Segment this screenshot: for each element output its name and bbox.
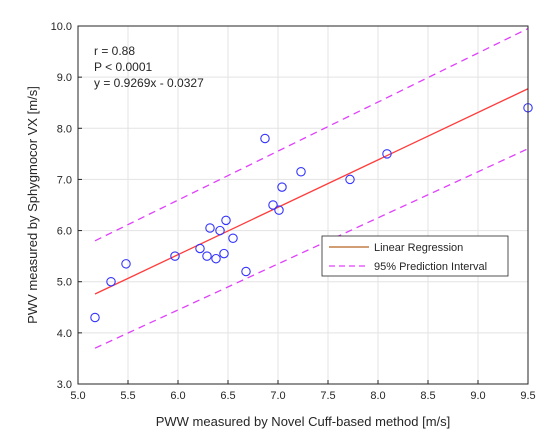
legend-label-prediction: 95% Prediction Interval — [374, 261, 487, 273]
x-tick-label: 7.5 — [320, 390, 335, 402]
y-tick-label: 9.0 — [57, 72, 72, 84]
data-point — [219, 248, 229, 259]
y-tick-label: 10.0 — [51, 21, 72, 33]
stats-annotation: r = 0.88 P < 0.0001 y = 0.9269x - 0.0327 — [94, 44, 204, 90]
x-tick-label: 8.5 — [420, 390, 435, 402]
x-tick-label: 5.5 — [120, 390, 135, 402]
y-tick-label: 4.0 — [57, 328, 72, 340]
data-point — [90, 312, 100, 323]
annotation-equation: y = 0.9269x - 0.0327 — [94, 76, 204, 90]
data-point — [121, 259, 131, 269]
x-tick-label: 6.0 — [170, 390, 185, 402]
data-point — [296, 167, 306, 177]
data-point — [215, 225, 225, 236]
data-point — [211, 253, 221, 264]
data-point — [268, 200, 278, 210]
x-tick-label: 8.0 — [370, 390, 385, 402]
data-point — [205, 223, 215, 233]
legend-box — [321, 235, 509, 277]
data-point — [195, 243, 205, 254]
annotation-p: P < 0.0001 — [94, 60, 152, 74]
data-point — [106, 276, 116, 287]
legend-label-regression: Linear Regression — [374, 242, 463, 254]
annotation-r: r = 0.88 — [94, 44, 135, 58]
x-tick-label: 9.5 — [520, 390, 535, 402]
data-point — [221, 215, 231, 226]
axis-ticks: 5.0 5.5 6.0 6.5 7.0 7.5 8.0 8.5 9.0 9.5 3.0 4.0 5.0 6… — [51, 21, 536, 402]
y-axis-label: PWV measured by Sphygmocor VX [m/s] — [25, 86, 40, 324]
regression-line — [94, 88, 529, 295]
x-axis-label: PWW measured by Novel Cuff-based method … — [156, 414, 451, 429]
y-tick-label: 5.0 — [57, 277, 72, 289]
x-tick-label: 7.0 — [270, 390, 285, 402]
y-tick-label: 8.0 — [57, 123, 72, 135]
data-point — [345, 174, 355, 185]
data-point — [228, 233, 238, 243]
prediction-interval-upper — [94, 27, 529, 242]
data-point — [170, 251, 180, 261]
data-point — [382, 149, 392, 159]
legend: Linear Regression 95% Prediction Interva… — [321, 235, 509, 277]
prediction-interval-lower — [94, 148, 529, 349]
data-point — [274, 205, 284, 215]
x-tick-label: 5.0 — [70, 390, 85, 402]
x-tick-label: 9.0 — [470, 390, 485, 402]
x-tick-label: 6.5 — [220, 390, 235, 402]
y-tick-label: 7.0 — [57, 174, 72, 186]
y-tick-label: 3.0 — [57, 379, 72, 391]
data-point — [241, 266, 251, 277]
y-tick-label: 6.0 — [57, 226, 72, 238]
fit-lines — [94, 27, 529, 349]
data-point — [260, 133, 270, 144]
plot-background — [78, 26, 528, 384]
plot-frame — [77, 25, 529, 385]
data-point — [277, 182, 287, 192]
data-point — [202, 251, 212, 261]
